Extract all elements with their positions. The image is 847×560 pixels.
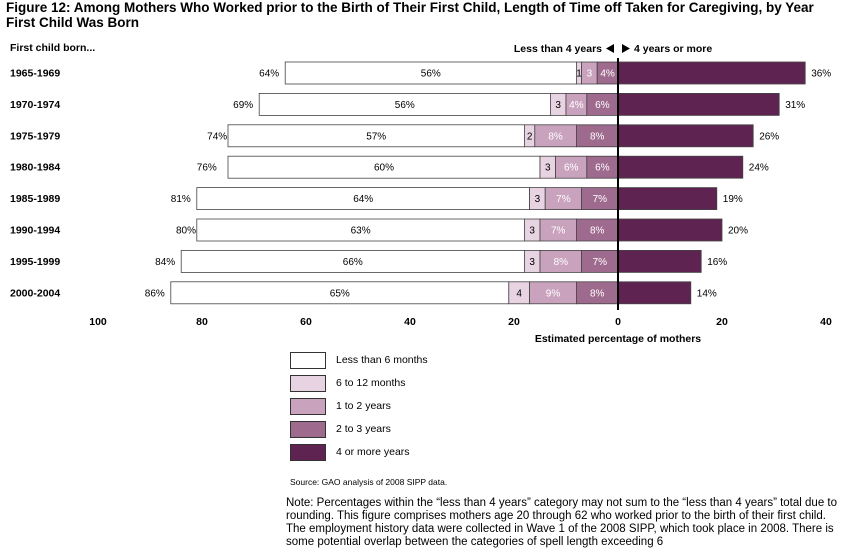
direction-left-label: Less than 4 years [514,43,602,55]
x-tick-label: 80 [196,316,208,328]
right-value-label: 24% [749,163,769,174]
row-category-label: 1990-1994 [10,225,60,237]
segment-value-label: 6% [595,100,610,111]
segment-value-label: 63% [351,226,371,237]
x-tick-label: 60 [300,316,312,328]
segment-value-label: 3 [555,100,561,111]
right-value-label: 26% [759,131,779,142]
segment-value-label: 8% [590,226,605,237]
left-total-label: 80% [176,226,196,237]
left-total-label: 81% [171,194,191,205]
left-total-label: 86% [145,288,165,299]
segment-value-label: 4 [516,288,522,299]
row-category-label: 1995-1999 [10,256,60,268]
segment-value-label: 3 [587,69,593,80]
bar-segment [617,124,754,148]
legend-swatch [290,352,326,369]
x-tick-label: 20 [508,316,520,328]
diverging-bar-chart: Less than 4 years 4 years or more 1965-196… [10,43,832,345]
x-tick-label: 20 [716,316,728,328]
legend-label: 2 to 3 years [336,423,391,435]
row-category-label: 1985-1989 [10,193,60,205]
segment-value-label: 8% [590,288,605,299]
x-tick-label: 100 [89,316,107,328]
segment-value-label: 56% [395,100,415,111]
segment-value-label: 2 [527,131,533,142]
bar-segment [617,249,702,273]
segment-value-label: 64% [353,194,373,205]
right-value-label: 31% [785,100,805,111]
legend-label: 6 to 12 months [336,377,406,389]
right-value-label: 20% [728,226,748,237]
bar-segment [617,61,806,85]
x-tick-label: 40 [820,316,832,328]
legend-swatch [290,398,326,415]
bar-segment [617,187,718,211]
direction-right-label: 4 years or more [634,43,712,55]
segment-value-label: 3 [535,194,541,205]
row-category-label: 2000-2004 [10,287,60,299]
x-axis-title: Estimated percentage of mothers [535,333,701,345]
row-category-label: 1965-1969 [10,68,60,80]
segment-value-label: 3 [529,226,535,237]
legend-label: Less than 6 months [336,354,428,366]
segment-value-label: 7% [593,194,608,205]
segment-value-label: 66% [343,257,363,268]
left-total-label: 74% [207,131,227,142]
segment-value-label: 8% [548,131,563,142]
segment-value-label: 4% [600,69,615,80]
segment-value-label: 1 [576,69,582,80]
legend-swatch [290,421,326,438]
segment-value-label: 7% [556,194,571,205]
legend-label: 4 or more years [336,446,410,458]
figure-title: Figure 12: Among Mothers Who Worked prio… [6,0,814,30]
segment-value-label: 9% [546,288,561,299]
right-arrow-icon [622,44,630,53]
legend-swatch [290,375,326,392]
x-tick-label: 0 [615,316,621,328]
left-total-label: 69% [233,100,253,111]
left-total-label: 76% [197,163,217,174]
segment-value-label: 8% [590,131,605,142]
bar-segment [617,218,723,242]
segment-value-label: 65% [330,288,350,299]
segment-value-label: 3 [529,257,535,268]
segment-value-label: 7% [593,257,608,268]
right-value-label: 14% [697,288,717,299]
row-category-label: 1970-1974 [10,99,60,111]
row-category-label: 1980-1984 [10,162,60,174]
segment-value-label: 56% [421,69,441,80]
segment-value-label: 6% [595,163,610,174]
legend-swatch [290,444,326,461]
segment-value-label: 60% [374,163,394,174]
left-total-label: 84% [155,257,175,268]
left-arrow-icon [606,44,614,53]
segment-value-label: 6% [564,163,579,174]
right-value-label: 19% [723,194,743,205]
row-category-label: 1975-1979 [10,130,60,142]
segment-value-label: 3 [545,163,551,174]
right-value-label: 36% [811,69,831,80]
bar-segment [617,155,744,179]
segment-value-label: 8% [554,257,569,268]
left-total-label: 64% [259,69,279,80]
footnote: Note: Percentages within the “less than … [286,497,838,548]
source-note: Source: GAO analysis of 2008 SIPP data. [290,477,448,487]
right-value-label: 16% [707,257,727,268]
segment-value-label: 57% [366,131,386,142]
bar-segment [617,281,692,305]
segment-value-label: 7% [551,226,566,237]
bar-segment [617,93,780,116]
legend-label: 1 to 2 years [336,400,391,412]
stub-header: First child born... [10,42,96,54]
x-tick-label: 40 [404,316,416,328]
segment-value-label: 4% [569,100,584,111]
